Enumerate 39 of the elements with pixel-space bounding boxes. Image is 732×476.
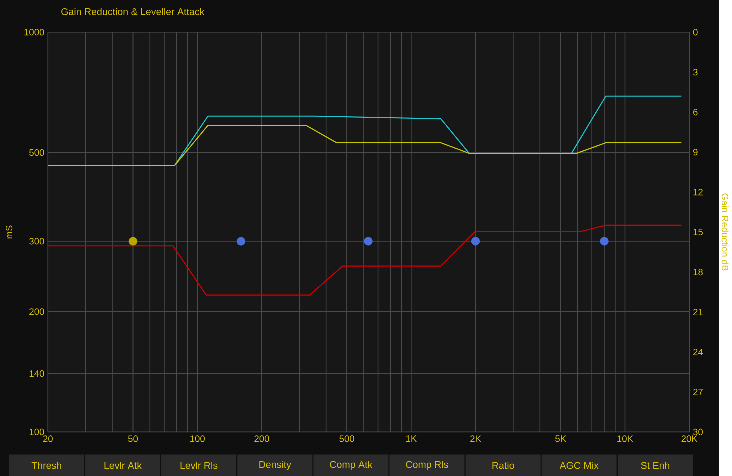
text: Ratio xyxy=(492,462,514,469)
y2-tick-label: 12 xyxy=(694,188,703,196)
y2-axis-title: Gain Reduction dB xyxy=(722,194,729,271)
y-tick-label: 500 xyxy=(30,149,44,156)
chart-title: Gain Reduction & Leveller Attack xyxy=(62,8,205,16)
y2-tick-label: 18 xyxy=(694,268,703,276)
x-tick-label: 1K xyxy=(406,435,417,442)
y-tick-label: 300 xyxy=(30,238,44,245)
x-tick-label: 10K xyxy=(618,435,634,442)
y2-tick-label: 9 xyxy=(693,148,698,156)
y2-tick-label: 27 xyxy=(694,388,703,396)
y-tick-label: 100 xyxy=(30,428,44,436)
y2-tick-label: 24 xyxy=(694,348,704,356)
text: Levlr Atk xyxy=(104,462,142,469)
y2-tick-label: 3 xyxy=(693,68,698,76)
text: Density xyxy=(260,460,292,470)
x-tick-label: 20K xyxy=(682,435,698,442)
text: St Enh xyxy=(641,462,670,469)
y2-tick-label: 30 xyxy=(693,428,704,436)
text: Comp Atk xyxy=(330,460,373,470)
x-tick-label: 100 xyxy=(190,435,205,442)
text: Thresh xyxy=(32,462,62,469)
text: Comp Rls xyxy=(406,460,448,470)
x-tick-label: 50 xyxy=(128,435,138,442)
text: AGC Mix xyxy=(560,462,599,469)
x-tick-label: 200 xyxy=(254,435,270,442)
y2-tick-label: 21 xyxy=(694,308,703,316)
y-tick-label: 200 xyxy=(30,308,44,315)
y2-tick-label: 6 xyxy=(694,108,698,116)
x-tick-label: 20 xyxy=(43,435,53,442)
y2-tick-label: 0 xyxy=(693,28,698,36)
y-tick-label: 1000 xyxy=(24,28,44,36)
x-tick-label: 5K xyxy=(556,435,566,442)
x-tick-label: 500 xyxy=(340,435,354,442)
y-axis-title: mS xyxy=(6,226,13,238)
y2-tick-label: 15 xyxy=(694,228,704,236)
y-tick-label: 140 xyxy=(30,370,44,377)
text: Levlr Rls xyxy=(180,462,218,469)
x-tick-label: 2K xyxy=(470,435,482,442)
